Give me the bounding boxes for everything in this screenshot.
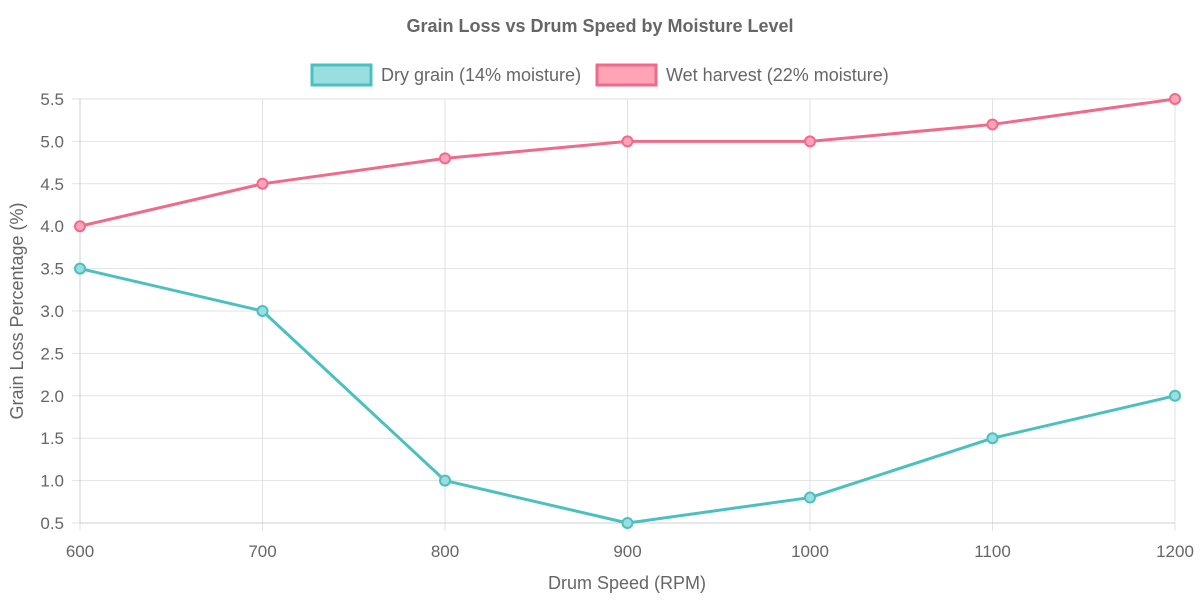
data-point[interactable] [804, 491, 816, 504]
x-tick-label: 1200 [1156, 542, 1194, 561]
x-tick-label: 700 [248, 542, 276, 561]
chart-title: Grain Loss vs Drum Speed by Moisture Lev… [406, 16, 793, 36]
data-point[interactable] [256, 177, 269, 190]
x-tick-label: 600 [66, 542, 94, 561]
x-tick-label: 900 [613, 542, 641, 561]
data-point[interactable] [621, 517, 634, 529]
legend-label-dry-grain: Dry grain (14% moisture) [381, 65, 581, 85]
y-tick-label: 4.0 [40, 217, 64, 236]
y-tick-label: 5.5 [40, 90, 64, 109]
data-point[interactable] [986, 118, 999, 131]
data-point[interactable] [439, 152, 451, 165]
y-tick-label: 1.0 [40, 472, 64, 491]
legend-swatch-dry-grain [310, 63, 373, 87]
y-tick-label: 4.5 [40, 175, 64, 194]
data-point[interactable] [256, 305, 269, 317]
x-axis-title: Drum Speed (RPM) [548, 573, 706, 593]
grid [72, 98, 1176, 531]
y-tick-label: 3.0 [40, 302, 64, 321]
x-tick-label: 1100 [974, 542, 1011, 561]
data-point[interactable] [439, 474, 451, 487]
legend-swatch-wet-harvest [595, 63, 658, 87]
data-point[interactable] [74, 262, 86, 275]
data-point[interactable] [621, 135, 634, 148]
y-tick-label: 2.5 [40, 344, 64, 363]
legend: Dry grain (14% moisture) Wet harvest (22… [310, 63, 889, 87]
y-tick-label: 0.5 [40, 514, 64, 533]
x-axis-ticks: 600 700 800 900 1000 1100 1200 [66, 542, 1194, 561]
y-axis-title: Grain Loss Percentage (%) [7, 202, 27, 419]
x-tick-label: 1000 [791, 542, 829, 561]
legend-label-wet-harvest: Wet harvest (22% moisture) [666, 65, 889, 85]
data-point[interactable] [804, 135, 816, 148]
y-tick-label: 3.5 [40, 260, 64, 279]
x-tick-label: 800 [431, 542, 459, 561]
y-axis-ticks: 0.5 1.0 1.5 2.0 2.5 3.0 3.5 4.0 4.5 5.0 5.5 [40, 90, 64, 533]
series-layer [74, 93, 1181, 529]
legend-item-wet-harvest[interactable]: Wet harvest (22% moisture) [595, 63, 889, 87]
legend-item-dry-grain[interactable]: Dry grain (14% moisture) [310, 63, 581, 87]
y-tick-label: 2.0 [40, 387, 64, 406]
y-tick-label: 1.5 [40, 429, 64, 448]
y-tick-label: 5.0 [40, 132, 64, 151]
data-point[interactable] [1169, 93, 1181, 105]
data-point[interactable] [986, 432, 999, 445]
data-point[interactable] [74, 220, 86, 233]
data-point[interactable] [1169, 389, 1181, 402]
